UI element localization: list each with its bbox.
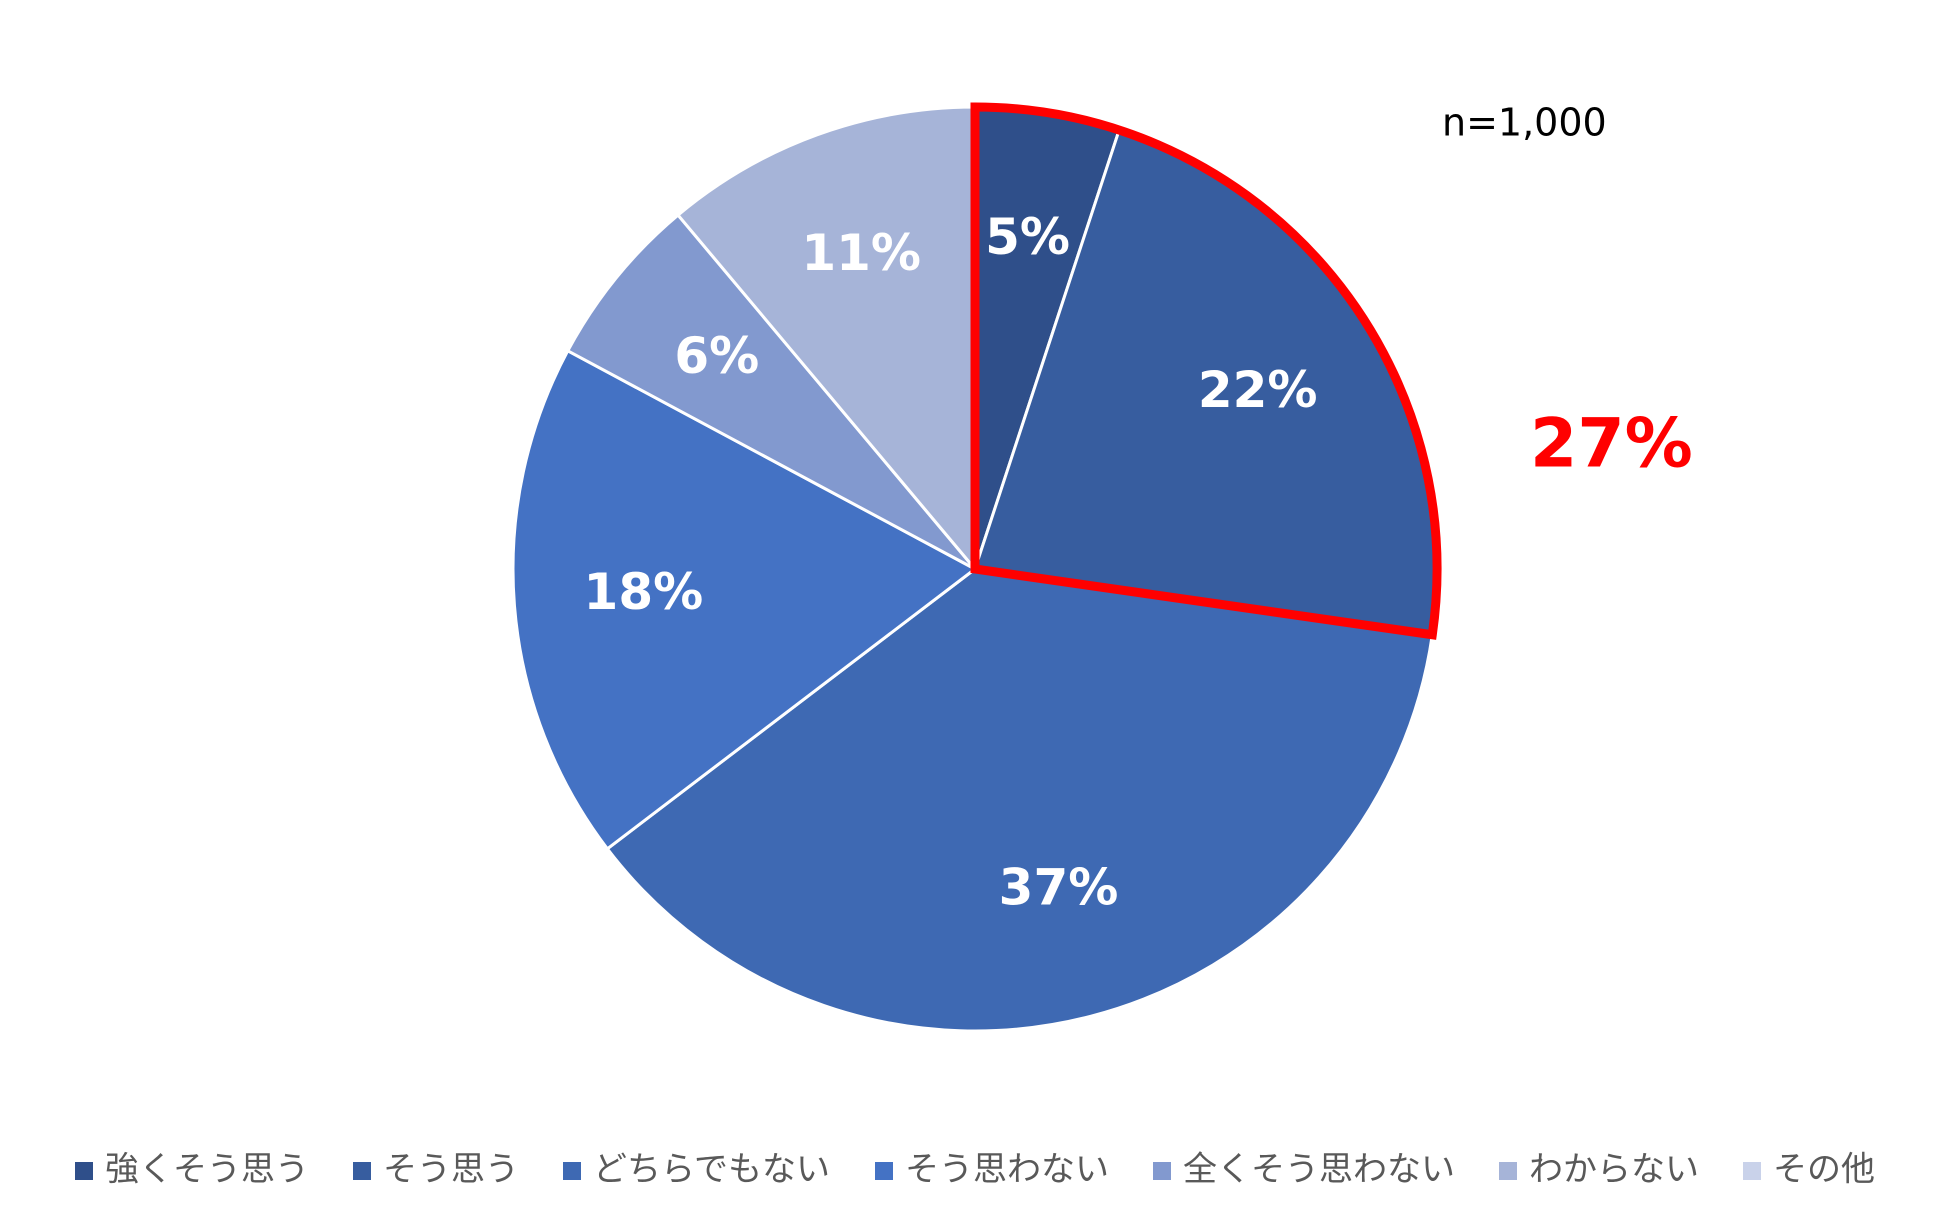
- legend-label: どちらでもない: [593, 1150, 830, 1190]
- pie-slice: [511, 348, 978, 851]
- highlight-label: 27%: [1530, 405, 1693, 484]
- legend-swatch: [1499, 1162, 1517, 1180]
- legend-swatch: [353, 1162, 371, 1180]
- legend-label: 強くそう思う: [105, 1150, 309, 1190]
- legend-swatch: [1153, 1162, 1171, 1180]
- slice-labels: 5% 22% 37% 18% 6% 11%: [584, 208, 1318, 917]
- slice-value-label: 6%: [674, 327, 759, 385]
- legend: 強くそう思う そう思う どちらでもない そう思わない 全くそう思わない わからない その他: [75, 1150, 1875, 1190]
- legend-swatch: [1743, 1162, 1761, 1180]
- legend-label: そう思う: [383, 1150, 519, 1190]
- legend-label: わからない: [1529, 1150, 1699, 1190]
- legend-swatch: [875, 1162, 893, 1180]
- slice-value-label: 5%: [985, 208, 1070, 266]
- slice-value-label: 37%: [999, 859, 1119, 917]
- pie-slice: [565, 212, 977, 571]
- pie-slice: [675, 105, 977, 574]
- legend-swatch: [563, 1162, 581, 1180]
- slice-value-label: 22%: [1198, 361, 1318, 419]
- slice-value-label: 11%: [801, 224, 921, 282]
- pie-slices: [511, 105, 1439, 1033]
- legend-label: その他: [1773, 1150, 1875, 1190]
- legend-label: そう思わない: [905, 1150, 1109, 1190]
- slice-value-label: 18%: [584, 563, 704, 621]
- highlight-outline: [970, 102, 1442, 640]
- legend-swatch: [75, 1162, 93, 1180]
- legend-label: 全くそう思わない: [1183, 1150, 1455, 1190]
- pie-slice: [605, 567, 1434, 1033]
- sample-size-label: n=1,000: [1442, 101, 1607, 145]
